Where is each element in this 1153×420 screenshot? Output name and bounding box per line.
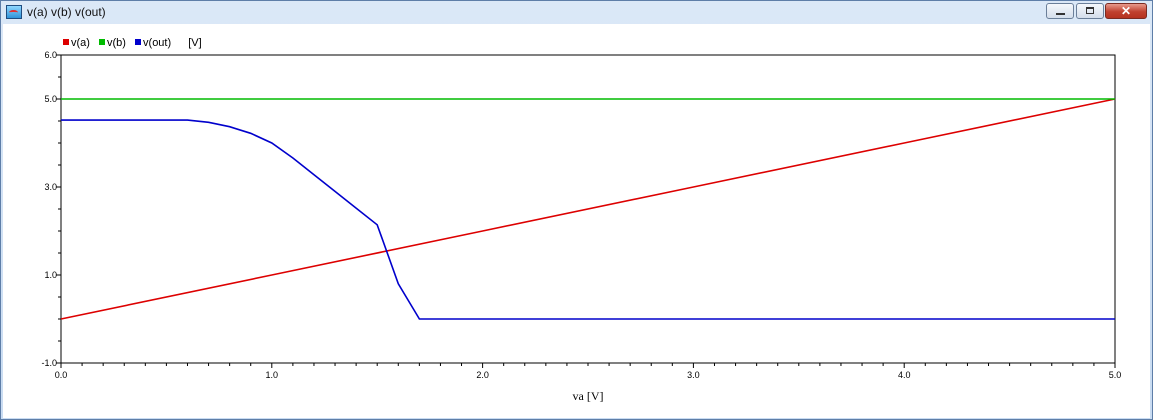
- legend-swatch-va: [63, 39, 69, 46]
- series-line-va: [60, 98, 1116, 320]
- x-tick-label: 0.0: [55, 370, 68, 380]
- chart-svg: 0.0 1.0 2.0 3.0 4.0 5.0 -1.0 1.0 3.0 5.0 6.0 va [V…: [41, 50, 1121, 403]
- x-tick-label: 5.0: [1109, 370, 1122, 380]
- legend-swatch-vb: [99, 39, 106, 46]
- x-tick-label: 2.0: [476, 370, 489, 380]
- legend-unit: [V]: [188, 37, 202, 49]
- close-button[interactable]: ✕: [1105, 3, 1147, 19]
- chart-legend: v(a) v(b) v(out) [V]: [63, 37, 202, 49]
- title-bar[interactable]: v(a) v(b) v(out) ✕: [1, 1, 1152, 23]
- legend-item-va: v(a): [63, 37, 90, 49]
- maximize-button[interactable]: [1076, 3, 1104, 19]
- axis-ticks: 0.0 1.0 2.0 3.0 4.0 5.0 -1.0 1.0 3.0 5.0 6.0: [41, 50, 1121, 380]
- y-tick-label: 1.0: [44, 270, 57, 280]
- legend-label-vb: v(b): [107, 37, 126, 49]
- x-tick-label: 4.0: [898, 370, 911, 380]
- x-tick-label: 1.0: [266, 370, 279, 380]
- legend-item-vb: v(b): [99, 37, 126, 49]
- legend-label-vout: v(out): [143, 37, 172, 49]
- plot-area[interactable]: v(a) v(b) v(out) [V] 0.0 1.0 2.0 3.0 4.0 5.0 -…: [3, 24, 1150, 418]
- window-title: v(a) v(b) v(out): [27, 5, 106, 19]
- legend-label-va: v(a): [71, 37, 90, 49]
- x-axis-label: va [V]: [573, 389, 604, 403]
- legend-item-vout: v(out): [135, 37, 171, 49]
- y-tick-label: 6.0: [44, 50, 57, 60]
- minimize-icon: [1056, 13, 1065, 15]
- legend-swatch-vout: [135, 39, 142, 46]
- series-line-vout: [61, 119, 1115, 320]
- close-icon: ✕: [1121, 4, 1132, 18]
- x-tick-label: 3.0: [687, 370, 700, 380]
- waveform-app-icon: [6, 5, 22, 19]
- y-tick-label: -1.0: [41, 358, 57, 368]
- series-lines: [60, 98, 1116, 320]
- y-tick-label: 3.0: [44, 182, 57, 192]
- minimize-button[interactable]: [1046, 3, 1074, 19]
- y-tick-label: 5.0: [44, 94, 57, 104]
- maximize-icon: [1086, 7, 1094, 14]
